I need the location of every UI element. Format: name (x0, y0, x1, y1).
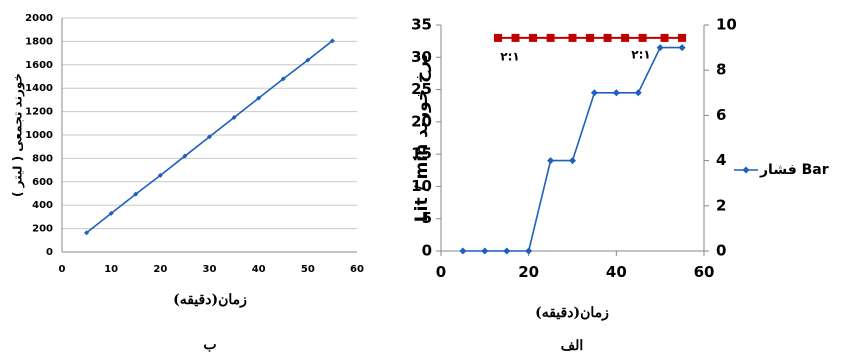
y-tick-label: 35 (411, 16, 432, 34)
x-tick-label: 30 (203, 264, 217, 275)
marker (586, 33, 595, 42)
y-tick-label: 5 (422, 209, 432, 227)
caption: ب (203, 337, 216, 353)
marker (529, 33, 538, 42)
marker (525, 247, 533, 255)
caption: الف (561, 338, 584, 354)
marker (621, 33, 630, 42)
x-tick-label: 50 (301, 264, 315, 275)
marker (612, 89, 620, 97)
y2-tick-label: 2 (716, 196, 726, 214)
y-tick-label: 400 (32, 200, 53, 211)
marker (546, 33, 555, 42)
marker (660, 33, 669, 42)
marker (133, 191, 139, 197)
legend-label: فشار Bar (759, 162, 829, 178)
x-tick-label: 60 (694, 263, 715, 281)
legend-marker (742, 166, 750, 174)
y-tick-label: 2000 (25, 13, 53, 24)
y2-tick-label: 0 (716, 242, 726, 260)
y-tick-label: 1600 (25, 60, 53, 71)
marker (634, 89, 642, 97)
y-tick-label: 800 (32, 153, 53, 164)
marker (603, 33, 612, 42)
y-tick-label: 10 (411, 177, 432, 195)
marker (547, 157, 555, 165)
x-tick-label: 0 (436, 263, 446, 281)
marker (182, 153, 188, 159)
x-tick-label: 20 (153, 264, 167, 275)
x-tick-label: 40 (606, 263, 627, 281)
y-tick-label: 1200 (25, 107, 53, 118)
y-tick-label: 1000 (25, 130, 53, 141)
marker (157, 172, 163, 178)
y2-tick-label: 8 (716, 61, 726, 79)
y-tick-label: 30 (411, 48, 432, 66)
marker (108, 210, 114, 216)
y-tick-label: 200 (32, 224, 53, 235)
marker (511, 33, 520, 42)
y-tick-label: 25 (411, 80, 432, 98)
x-tick-label: 0 (59, 264, 66, 275)
chart: 0 200 400 600 800 1000 1200 1400 1600 1800 2000 0 10… (11, 13, 364, 353)
y-axis-label: Lit / min نرخ خورند (412, 54, 432, 222)
x-tick-label: 40 (252, 264, 266, 275)
marker (329, 38, 335, 44)
marker (256, 95, 262, 101)
marker (305, 57, 311, 63)
y-axis-label: خورند تجمعی ( لیتر ) (11, 73, 26, 197)
annotation: ۲:۱ (631, 48, 650, 62)
marker (84, 230, 90, 236)
annotation: ۲:۱ (500, 50, 519, 64)
y-tick-label: 1400 (25, 83, 53, 94)
marker (493, 33, 502, 42)
marker (459, 247, 467, 255)
y-tick-label: 0 (422, 242, 432, 260)
y2-tick-label: 6 (716, 106, 726, 124)
y2-tick-label: 10 (716, 16, 737, 34)
marker (638, 33, 647, 42)
marker (568, 33, 577, 42)
series-line (462, 46, 683, 252)
x-axis-label: زمان(دقیقه) (173, 292, 247, 308)
marker (678, 44, 686, 52)
marker (569, 157, 576, 165)
y-tick-label: 15 (411, 145, 432, 163)
x-axis-label: زمان(دقیقه) (535, 305, 609, 321)
y2-tick-label: 4 (716, 151, 726, 169)
marker (280, 76, 286, 82)
y-tick-label: 0 (46, 247, 53, 258)
marker (656, 44, 664, 52)
marker (231, 114, 237, 120)
x-tick-label: 60 (350, 264, 364, 275)
y-tick-label: 1800 (25, 36, 53, 47)
marker (678, 33, 687, 42)
x-tick-label: 20 (518, 263, 539, 281)
marker (590, 89, 598, 97)
y-tick-label: 600 (32, 177, 53, 188)
x-tick-label: 10 (104, 264, 118, 275)
marker (503, 247, 511, 255)
marker (481, 247, 489, 255)
y-tick-label: 20 (411, 112, 432, 130)
marker (207, 134, 212, 140)
